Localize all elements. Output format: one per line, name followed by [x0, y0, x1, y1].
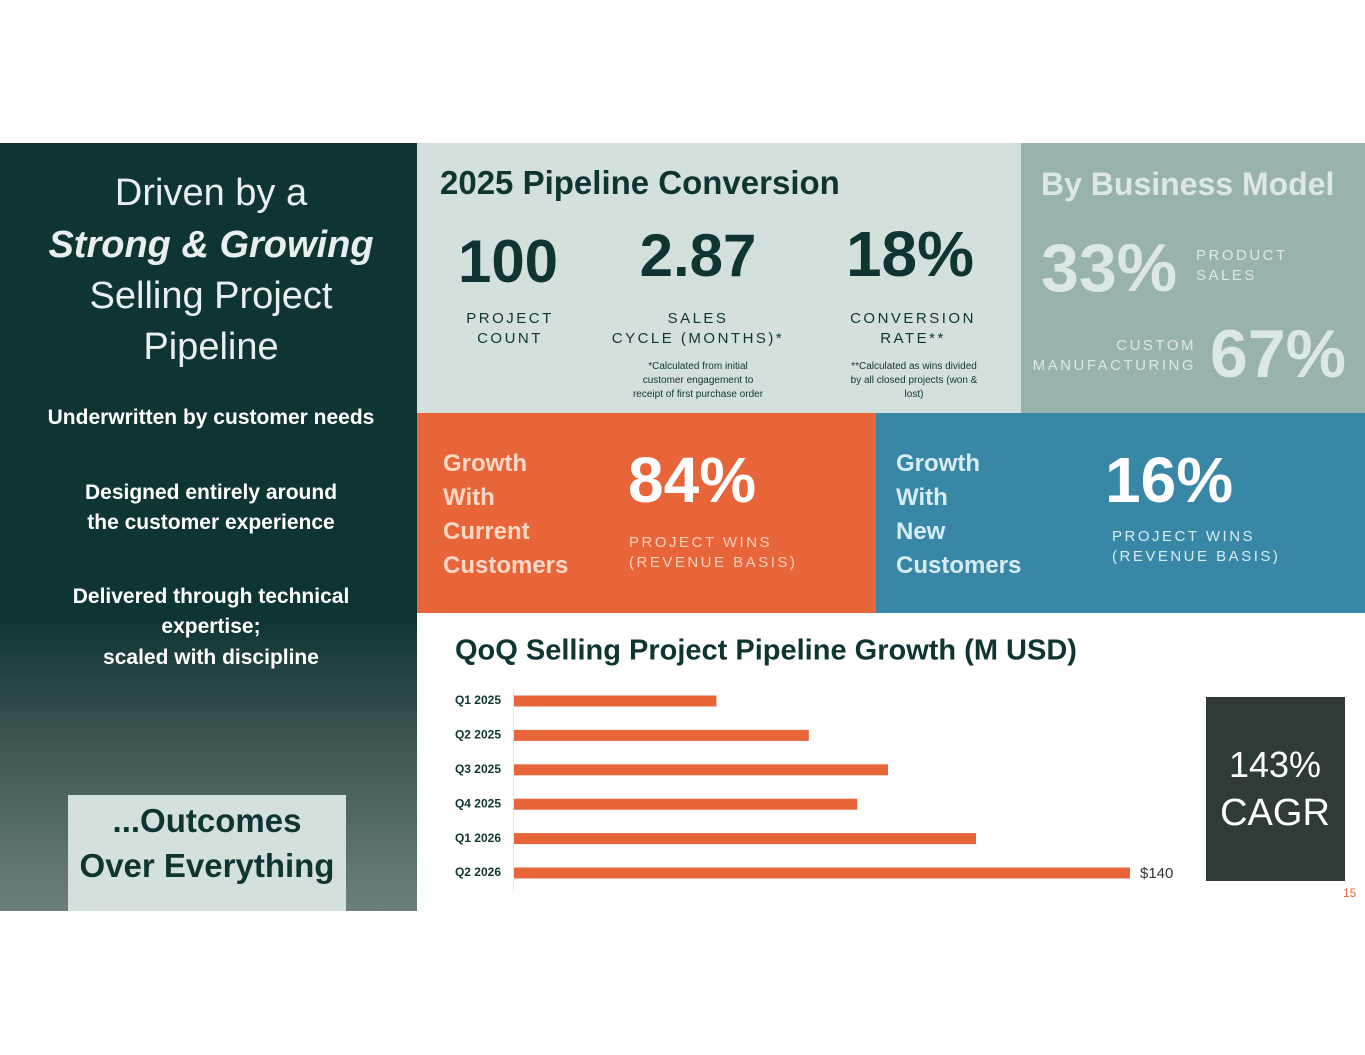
- metric-note: *Calculated from initial: [648, 361, 748, 372]
- point: Designed entirely around: [84, 481, 338, 504]
- metric-label: PROJECT: [466, 310, 554, 327]
- share-label: MANUFACTURING: [1032, 357, 1196, 374]
- bar: [514, 729, 809, 741]
- chart-title: QoQ Selling Project Pipeline Growth (M U…: [455, 635, 1077, 667]
- metric-label: SALES: [667, 310, 729, 327]
- category-label: Q4 2025: [455, 796, 501, 810]
- section-title: By Business Model: [1041, 166, 1335, 202]
- growth-title: With: [443, 484, 495, 511]
- chart: QoQ Selling Project Pipeline Growth (M U…: [455, 635, 1173, 891]
- growth-value: 84%: [628, 444, 757, 516]
- cagr-box: [1206, 697, 1345, 881]
- pipeline-panel: [417, 143, 1021, 413]
- growth-new-panel: [876, 413, 1365, 613]
- metric-value: 18%: [845, 218, 975, 290]
- growth-label: (REVENUE BASIS): [629, 554, 798, 571]
- bar: [514, 798, 858, 810]
- category-label: Q1 2026: [455, 831, 501, 845]
- growth-value: 16%: [1105, 444, 1234, 516]
- growth-title: Current: [443, 518, 530, 545]
- share-label: CUSTOM: [1116, 337, 1196, 354]
- share-label: PRODUCT: [1196, 247, 1288, 264]
- callout: Over Everything: [79, 847, 335, 884]
- metric-note: receipt of first purchase order: [632, 389, 764, 400]
- growth-label: PROJECT WINS: [629, 534, 773, 551]
- share-label: SALES: [1196, 267, 1257, 284]
- point: Delivered through technical: [72, 585, 350, 608]
- value-label: $140: [1140, 865, 1173, 882]
- metric-label: CYCLE (MONTHS)*: [611, 330, 785, 347]
- growth-label: (REVENUE BASIS): [1112, 548, 1281, 565]
- metric-note: **Calculated as wins divided: [851, 361, 977, 372]
- callout-box: [68, 795, 346, 911]
- point: scaled with discipline: [103, 646, 319, 669]
- growth-current-panel: [417, 413, 876, 613]
- metric-note: by all closed projects (won &: [850, 375, 978, 386]
- metric-note: customer engagement to: [642, 375, 754, 386]
- growth-label: PROJECT WINS: [1112, 528, 1256, 545]
- growth-title: Growth: [896, 450, 980, 477]
- left-panel: [0, 143, 417, 911]
- cagr-label: CAGR: [1220, 792, 1330, 834]
- growth-title: Customers: [896, 552, 1022, 579]
- heading-line: Selling Project: [89, 275, 333, 317]
- category-label: Q2 2025: [455, 728, 501, 742]
- heading-line: Strong & Growing: [48, 224, 374, 266]
- share-value: 33%: [1041, 230, 1178, 306]
- category-label: Q3 2025: [455, 762, 501, 776]
- point: the customer experience: [87, 511, 335, 534]
- metric-value: 100: [457, 228, 559, 295]
- heading-line: Pipeline: [143, 326, 279, 368]
- business-panel: [1021, 143, 1365, 413]
- cagr-value: 143%: [1228, 744, 1322, 785]
- section-title: 2025 Pipeline Conversion: [440, 164, 840, 201]
- heading-line: Driven by a: [114, 172, 308, 214]
- metric-label: COUNT: [477, 330, 543, 347]
- bar: [514, 764, 888, 776]
- bar: [514, 833, 976, 845]
- metric-note: lost): [904, 389, 924, 400]
- bar: [514, 867, 1130, 879]
- share-value: 67%: [1210, 316, 1347, 392]
- point: Underwritten by customer needs: [47, 406, 375, 429]
- category-label: Q2 2026: [455, 865, 501, 879]
- category-label: Q1 2025: [455, 693, 501, 707]
- bar: [514, 695, 717, 707]
- growth-title: Growth: [443, 450, 527, 477]
- metric-label: RATE**: [880, 330, 946, 347]
- growth-title: With: [896, 484, 948, 511]
- metric-label: CONVERSION: [850, 310, 976, 327]
- page-number: 15: [1343, 886, 1357, 900]
- callout: ...Outcomes: [112, 802, 302, 839]
- growth-title: Customers: [443, 552, 569, 579]
- metric-value: 2.87: [639, 222, 757, 289]
- growth-title: New: [896, 518, 946, 545]
- point: expertise;: [161, 615, 261, 638]
